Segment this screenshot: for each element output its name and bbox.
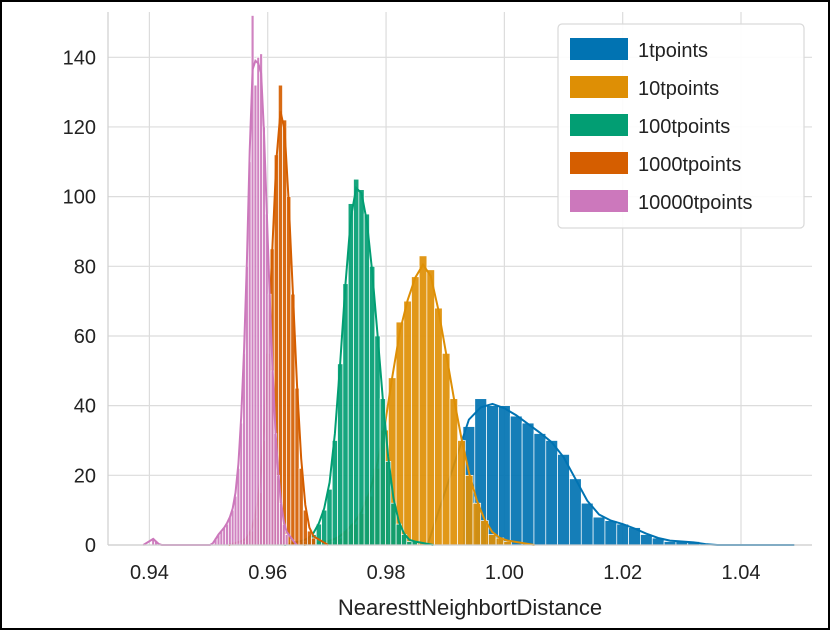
bar-10tpoints-17: [457, 440, 466, 546]
bar-10000tpoints-47: [284, 534, 289, 546]
y-tick-label-7: 140: [63, 47, 96, 69]
bar-1000tpoints-10: [282, 119, 288, 546]
bar-1tpoints-10: [580, 502, 594, 546]
legend-swatch-1tpoints: [570, 38, 628, 60]
bar-1tpoints-3: [498, 405, 511, 546]
bar-1tpoints-5: [521, 422, 535, 546]
bar-1tpoints-13: [616, 523, 629, 546]
bar-10tpoints-15: [441, 353, 451, 546]
y-tick-label-0: 0: [85, 535, 96, 557]
x-tick-label-1: 0.96: [248, 562, 287, 584]
legend-label-10tpoints: 10tpoints: [638, 78, 719, 100]
y-tick-label-4: 80: [74, 256, 96, 278]
y-tick-label-1: 20: [74, 465, 96, 487]
bar-10tpoints-14: [434, 307, 443, 546]
bar-10000tpoints-39: [262, 126, 266, 546]
bar-1tpoints-4: [509, 415, 523, 546]
bar-10000tpoints-37: [256, 56, 261, 546]
bar-100tpoints-12: [363, 213, 370, 546]
bar-10tpoints-12: [418, 255, 428, 546]
bar-1tpoints-12: [604, 520, 618, 546]
legend-swatch-1000tpoints: [570, 152, 628, 174]
x-tick-label-2: 0.98: [367, 562, 406, 584]
bar-10tpoints-13: [426, 269, 435, 546]
y-tick-label-5: 100: [63, 187, 96, 209]
bar-100tpoints-9: [347, 203, 354, 546]
bar-100tpoints-5: [326, 488, 333, 546]
bar-10000tpoints-38: [259, 53, 263, 546]
bar-10000tpoints-36: [253, 84, 258, 546]
x-tick-label-5: 1.04: [722, 562, 761, 584]
bar-1000tpoints-17: [311, 537, 317, 546]
x-tick-label-0: 0.94: [130, 562, 169, 584]
x-tick-label-4: 1.02: [603, 562, 642, 584]
bar-100tpoints-11: [358, 189, 365, 546]
y-tick-label-3: 60: [74, 326, 96, 348]
x-axis-label: NearesttNeighbortDistance: [338, 595, 602, 620]
bar-100tpoints-10: [353, 178, 360, 546]
bar-10000tpoints-26: [225, 523, 229, 546]
bar-10tpoints-11: [411, 276, 420, 546]
bar-10tpoints-10: [403, 300, 412, 546]
legend-label-1tpoints: 1tpoints: [638, 40, 708, 62]
bar-1tpoints-8: [557, 454, 570, 546]
legend-swatch-100tpoints: [570, 114, 628, 136]
bar-1tpoints-9: [569, 478, 582, 546]
legend-box: [557, 23, 805, 229]
kde-line-100tpoints: [284, 185, 434, 546]
legend-swatch-10000tpoints: [570, 190, 628, 212]
bar-100tpoints-13: [369, 265, 376, 546]
bar-10tpoints-16: [449, 398, 458, 546]
bar-10000tpoints-28: [230, 509, 235, 546]
x-tick-label-3: 1.00: [485, 562, 524, 584]
bar-1000tpoints-16: [307, 530, 312, 546]
bar-1tpoints-6: [533, 433, 547, 546]
legend-label-1000tpoints: 1000tpoints: [638, 154, 741, 176]
y-tick-label-2: 40: [74, 396, 96, 418]
bar-10tpoints-21: [488, 534, 497, 546]
legend-label-10000tpoints: 10000tpoints: [638, 192, 753, 214]
bar-1tpoints-11: [592, 516, 606, 546]
y-tick-label-6: 120: [63, 117, 96, 139]
legend-swatch-10tpoints: [570, 76, 628, 98]
bar-1tpoints-7: [545, 440, 558, 546]
legend-label-100tpoints: 100tpoints: [638, 116, 730, 138]
